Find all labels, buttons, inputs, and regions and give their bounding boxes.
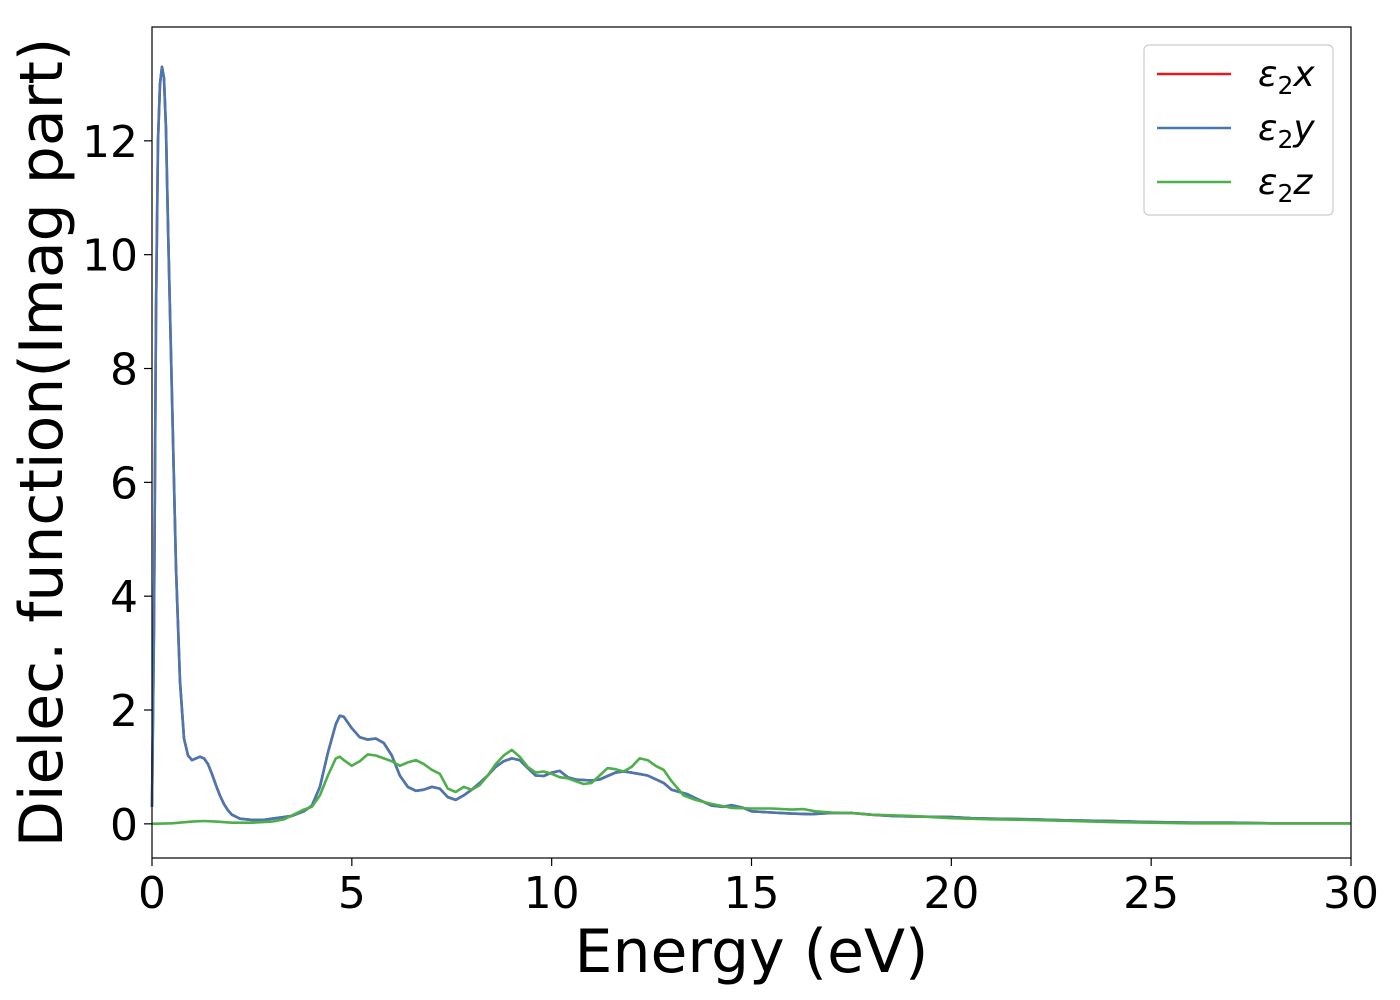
- series-line-z: [151, 748, 1351, 826]
- x-tick-label: 5: [338, 868, 366, 919]
- legend-label-y: ε2y: [1258, 108, 1315, 154]
- y-tick-label: 2: [110, 686, 138, 737]
- x-tick-label: 10: [524, 868, 580, 919]
- x-tick-label: 30: [1323, 868, 1379, 919]
- legend: ε2x ε2y ε2z: [1143, 44, 1334, 216]
- y-tick-label: 10: [82, 231, 138, 282]
- legend-label-x: ε2x: [1258, 54, 1315, 100]
- y-tick-label: 4: [110, 572, 138, 623]
- y-tick-label: 0: [110, 800, 138, 851]
- axis-ticks: 0 5 10 15 20 25 30 0 2 4 6 8 10 12: [82, 117, 1379, 919]
- y-tick-label: 6: [110, 458, 138, 509]
- x-tick-label: 0: [138, 868, 166, 919]
- series-layer: [150, 65, 1351, 826]
- y-axis-label: Dielec. function(Imag part): [7, 38, 77, 848]
- x-tick-label: 25: [1123, 868, 1179, 919]
- x-tick-label: 15: [724, 868, 780, 919]
- plot-frame: [151, 26, 1352, 859]
- legend-label-z: ε2z: [1258, 162, 1313, 208]
- x-axis-label: Energy (eV): [575, 917, 929, 987]
- legend-box: [1143, 44, 1334, 216]
- x-tick-label: 20: [923, 868, 979, 919]
- series-line-y: [150, 65, 1351, 825]
- y-tick-label: 12: [82, 117, 138, 168]
- y-tick-label: 8: [110, 345, 138, 396]
